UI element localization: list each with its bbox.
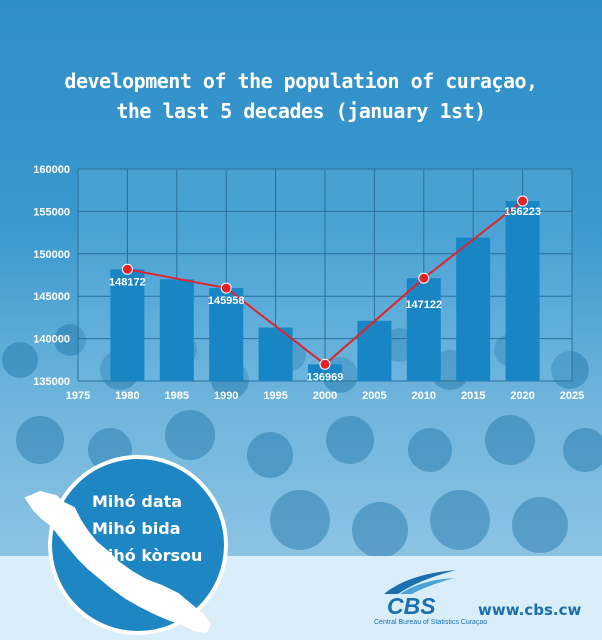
bar: [406, 278, 441, 381]
x-tick-label: 2010: [412, 390, 436, 402]
data-label: 147122: [405, 299, 442, 311]
chart-title: development of the population of curaçao…: [0, 66, 602, 126]
x-tick-label: 1985: [165, 390, 189, 402]
y-tick-label: 140000: [33, 334, 70, 346]
slogan-line: Mihó kòrsou: [92, 546, 203, 565]
series-point: [220, 282, 232, 294]
cbs-logo-subtitle: Central Bureau of Statistics Curaçao: [374, 619, 488, 626]
y-tick-label: 135000: [33, 376, 70, 388]
cbs-logo-text: CBS: [387, 593, 436, 619]
data-label: 136969: [307, 371, 344, 383]
slogan-line: Mihó bida: [92, 519, 181, 538]
slogan-text: Mihó data Mihó bida Mihó kòrsou: [92, 488, 202, 569]
series-point: [121, 263, 133, 275]
bar: [209, 288, 244, 381]
chart-title-line-1: development of the population of curaçao…: [64, 69, 538, 93]
slogan-line: Mihó data: [92, 492, 183, 511]
chart-title-line-2: the last 5 decades (january 1st): [116, 99, 486, 123]
x-tick-label: 1995: [263, 390, 287, 402]
x-tick-label: 1990: [214, 390, 238, 402]
series-point: [319, 358, 331, 370]
bar: [357, 320, 392, 381]
x-tick-label: 2005: [362, 390, 386, 402]
x-tick-label: 1980: [115, 390, 139, 402]
x-tick-label: 1975: [66, 390, 90, 402]
bar: [456, 237, 491, 381]
y-tick-label: 145000: [33, 291, 70, 303]
data-label: 148172: [109, 276, 146, 288]
bar: [159, 279, 194, 381]
bar: [308, 364, 342, 381]
x-tick-label: 2025: [560, 390, 584, 402]
bar: [110, 269, 145, 381]
curacao-island-icon: [24, 490, 212, 634]
x-tick-label: 2020: [510, 390, 534, 402]
cbs-logo-icon: [384, 570, 456, 594]
data-label: 156223: [504, 206, 541, 218]
y-tick-label: 155000: [33, 206, 70, 218]
x-tick-label: 2015: [461, 390, 485, 402]
x-tick-label: 2000: [313, 390, 337, 402]
y-tick-label: 150000: [33, 249, 70, 261]
bar: [258, 327, 293, 381]
website-link[interactable]: www.cbs.cw: [478, 601, 582, 619]
bar: [505, 201, 540, 381]
series-point: [418, 272, 430, 284]
y-tick-label: 160000: [33, 164, 70, 176]
series-point: [517, 195, 529, 207]
data-label: 145958: [208, 295, 245, 307]
